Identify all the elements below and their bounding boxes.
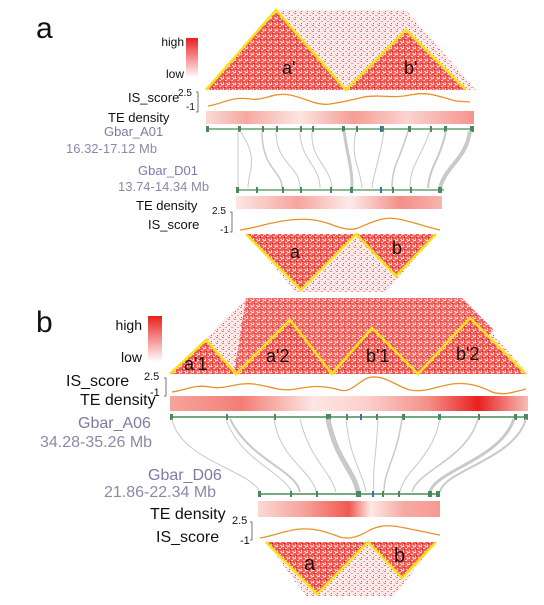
is-score-line-a-bottom (239, 217, 441, 231)
domain-triangle-a-prime (206, 10, 346, 90)
domain-label-b-prime: b' (404, 58, 417, 78)
panel-b: b high low a'1 a'2 b'1 b'2 IS_score 2.5 … (36, 298, 528, 596)
domain-triangle-b-b (368, 542, 436, 578)
genome-name-b-bottom: Gbar_D06 (148, 467, 222, 484)
colorbar-low-label-b: low (121, 349, 143, 365)
colorbar-high-label-b: high (116, 317, 142, 333)
gene-marks-a-top (206, 126, 474, 132)
is-scale-max-b-bottom: 2.5 (232, 515, 247, 527)
panel-letter-b: b (36, 306, 53, 339)
panel-a: a high low a' b' IS_score 2.5 -1 TE dens… (36, 8, 476, 292)
is-score-line-b-top (171, 376, 527, 395)
synteny-links-a (237, 130, 472, 189)
te-density-bar-a-bottom (236, 196, 442, 209)
domain-triangle-a-prime-2 (236, 320, 332, 374)
is-score-line-a-top (207, 93, 471, 107)
te-density-label-b-top: TE density (80, 392, 156, 409)
is-scale-min-b-bottom: -1 (240, 535, 250, 547)
te-density-bar-b-bottom (258, 501, 440, 517)
is-scale-max-a-top: 2.5 (178, 88, 192, 99)
gene-marks-a-bottom (236, 187, 442, 193)
is-scale-max-a-bottom: 2.5 (212, 206, 226, 217)
te-density-label-a-bottom: TE density (136, 198, 198, 213)
domain-label-a-prime-1: a'1 (184, 354, 207, 374)
genome-range-a-bottom: 13.74-14.34 Mb (118, 179, 209, 194)
genome-name-a-bottom: Gbar_D01 (138, 163, 198, 178)
genome-range-b-top: 34.28-35.26 Mb (40, 434, 152, 451)
te-density-label-b-bottom: TE density (150, 506, 226, 523)
te-density-label-a-top: TE density (108, 110, 170, 125)
synteny-links-b (171, 418, 527, 493)
domain-label-a-prime: a' (282, 58, 295, 78)
panel-letter-a: a (36, 12, 53, 45)
is-scale-min-b-top: -1 (150, 387, 160, 399)
domain-outline-top-b (169, 316, 527, 376)
genome-range-a-top: 16.32-17.12 Mb (66, 141, 157, 156)
domain-label-a-prime-2: a'2 (266, 346, 289, 366)
domain-triangle-a-prime-1 (170, 340, 238, 374)
genome-name-b-top: Gbar_A06 (78, 415, 151, 432)
domain-label-a: a (290, 242, 301, 262)
is-scale-min-a-bottom: -1 (220, 225, 229, 236)
domain-outline-top-a (205, 8, 467, 92)
gene-marks-b-bottom (258, 491, 440, 497)
domain-label-b: b (392, 238, 402, 258)
domain-label-b-prime-1: b'1 (366, 346, 389, 366)
genome-name-a-top: Gbar_A01 (104, 124, 163, 139)
domain-label-a-b: a (304, 553, 316, 575)
colorbar-low-label-a: low (166, 67, 184, 81)
domain-triangle-b-prime (346, 30, 466, 90)
genome-range-b-bottom: 21.86-22.34 Mb (104, 484, 216, 501)
colorbar-a (186, 38, 198, 78)
is-score-line-b-bottom (259, 525, 441, 539)
te-density-bar-b-top (170, 396, 528, 411)
domain-triangle-b (356, 234, 436, 276)
colorbar-high-label-a: high (161, 35, 184, 49)
domain-triangle-b-prime-2 (418, 318, 526, 374)
colorbar-b (148, 316, 162, 362)
domain-triangle-a-b (266, 542, 368, 594)
gene-marks-b-top (170, 414, 528, 420)
te-density-bar-a-top (206, 111, 474, 124)
is-score-label-b-bottom: IS_score (156, 529, 219, 546)
domain-outline-bottom-b (265, 540, 437, 596)
domain-triangle-a (246, 234, 356, 290)
domain-label-b-prime-2: b'2 (456, 344, 479, 364)
domain-outline-bottom-a (245, 232, 437, 292)
domain-label-b-b: b (394, 545, 405, 567)
is-score-label-b-top: IS_score (66, 373, 129, 390)
is-scale-min-a-top: -1 (186, 102, 195, 113)
is-score-label-a-bottom: IS_score (148, 217, 199, 232)
is-scale-max-b-top: 2.5 (144, 371, 159, 383)
domain-triangle-b-prime-1 (330, 328, 418, 374)
is-score-label-a-top: IS_score (128, 90, 179, 105)
